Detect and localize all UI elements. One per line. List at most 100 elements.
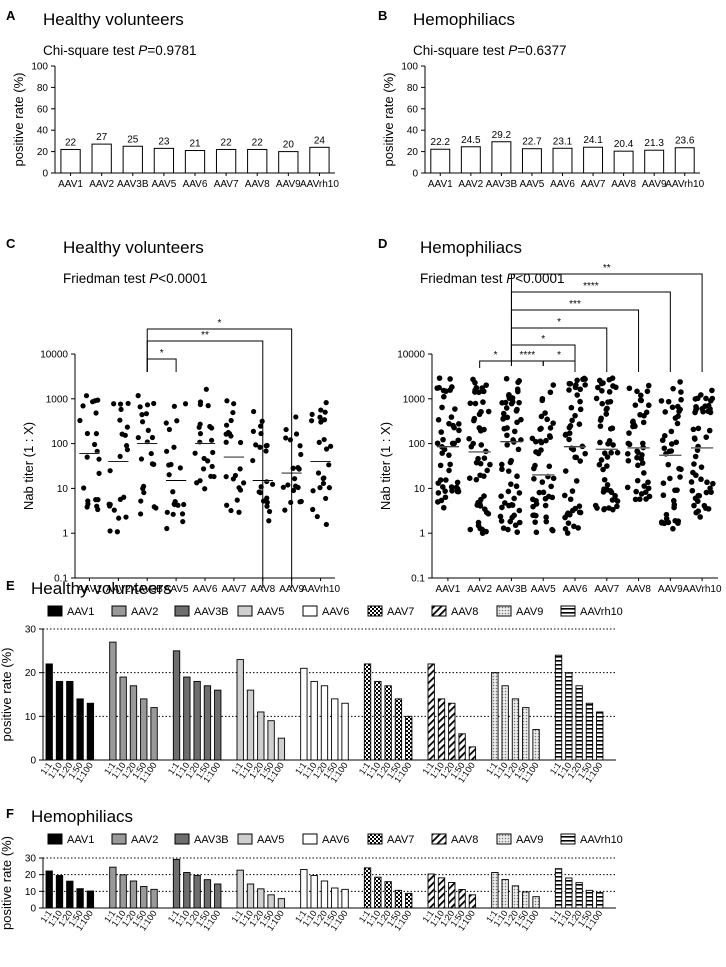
x-tick-label: AAV6 xyxy=(563,584,588,595)
data-point xyxy=(635,462,641,469)
data-point xyxy=(448,484,455,490)
y-tick-label: 10 xyxy=(57,484,69,495)
x-tick-label: AAV7 xyxy=(214,179,239,190)
data-point xyxy=(691,502,697,509)
data-point xyxy=(181,501,187,508)
data-point xyxy=(481,493,487,499)
data-point xyxy=(542,502,549,509)
data-point xyxy=(645,382,652,389)
data-point xyxy=(266,518,272,524)
data-point xyxy=(573,478,580,484)
bar xyxy=(91,143,112,174)
stat-test-name: Friedman test xyxy=(420,271,506,286)
bar-value-label: 27 xyxy=(96,132,108,143)
data-point xyxy=(577,406,584,413)
data-point xyxy=(661,445,668,452)
stat-test-label: Chi-square test P=0.9781 xyxy=(43,43,197,58)
bar xyxy=(214,689,222,761)
data-point xyxy=(635,449,641,456)
data-point xyxy=(563,431,569,438)
bar xyxy=(172,650,181,761)
data-point xyxy=(501,425,508,432)
data-point xyxy=(257,423,264,429)
significance-label: **** xyxy=(583,281,599,292)
data-point xyxy=(670,385,676,392)
bar xyxy=(427,663,435,761)
data-point xyxy=(566,436,572,443)
data-point xyxy=(692,453,699,460)
data-point xyxy=(577,398,583,405)
panel-title: Hemophiliacs xyxy=(413,10,515,29)
bar xyxy=(60,148,81,174)
data-point xyxy=(477,427,484,434)
data-point xyxy=(690,426,697,433)
panel-letter: C xyxy=(6,236,16,251)
legend-swatch xyxy=(302,605,318,617)
legend-swatch xyxy=(174,605,190,617)
data-point xyxy=(480,399,486,405)
data-point xyxy=(614,503,620,510)
data-point xyxy=(641,483,648,489)
data-point xyxy=(607,426,614,432)
data-point xyxy=(144,402,151,408)
bar xyxy=(394,698,403,761)
data-point xyxy=(707,409,714,416)
x-tick-label: AAV5 xyxy=(531,584,556,595)
data-point xyxy=(533,529,540,536)
data-point xyxy=(500,525,507,531)
data-point xyxy=(543,514,549,520)
data-point xyxy=(166,426,172,433)
data-point xyxy=(192,450,198,456)
data-point xyxy=(125,400,131,407)
data-point xyxy=(264,503,270,509)
data-point xyxy=(678,389,684,395)
data-point xyxy=(320,480,327,487)
data-point xyxy=(323,495,329,502)
data-point xyxy=(688,479,695,485)
data-point xyxy=(504,442,511,448)
data-point xyxy=(600,466,606,473)
data-point xyxy=(532,519,538,525)
data-point xyxy=(250,457,256,464)
significance-label: **** xyxy=(520,350,536,361)
data-point xyxy=(310,506,316,513)
x-tick-label: AAV8 xyxy=(250,584,275,595)
data-point xyxy=(170,511,176,517)
bar xyxy=(522,891,530,909)
x-tick-label: AAV7 xyxy=(221,584,246,595)
data-point xyxy=(182,401,189,407)
x-tick-label: AAV3B xyxy=(486,179,518,190)
data-point xyxy=(638,392,644,399)
data-point xyxy=(634,477,641,484)
bar xyxy=(214,883,222,909)
data-point xyxy=(467,400,474,407)
y-tick-label: 80 xyxy=(37,83,49,94)
data-point xyxy=(692,495,699,502)
data-point xyxy=(326,485,333,491)
bar-value-label: 20 xyxy=(283,140,295,151)
bar xyxy=(45,870,53,909)
data-point xyxy=(514,529,521,535)
bar xyxy=(140,886,148,909)
bar xyxy=(150,888,158,909)
data-point xyxy=(293,431,300,437)
bar xyxy=(468,894,477,909)
y-tick-label: 60 xyxy=(37,104,49,115)
significance-label: * xyxy=(557,317,561,328)
data-point xyxy=(293,414,299,420)
bar-value-label: 24.5 xyxy=(461,135,481,146)
data-point xyxy=(548,483,554,490)
data-point xyxy=(511,428,518,435)
data-point xyxy=(291,476,298,482)
data-point xyxy=(582,376,588,382)
data-point xyxy=(576,509,583,516)
legend-label: AAV8 xyxy=(451,834,478,846)
legend-label: AAVrh10 xyxy=(580,606,623,618)
bar xyxy=(613,150,634,174)
data-point xyxy=(236,509,242,515)
data-point xyxy=(328,443,334,449)
bar xyxy=(565,877,573,909)
data-point xyxy=(634,454,640,461)
bar-value-label: 24.1 xyxy=(583,135,603,146)
